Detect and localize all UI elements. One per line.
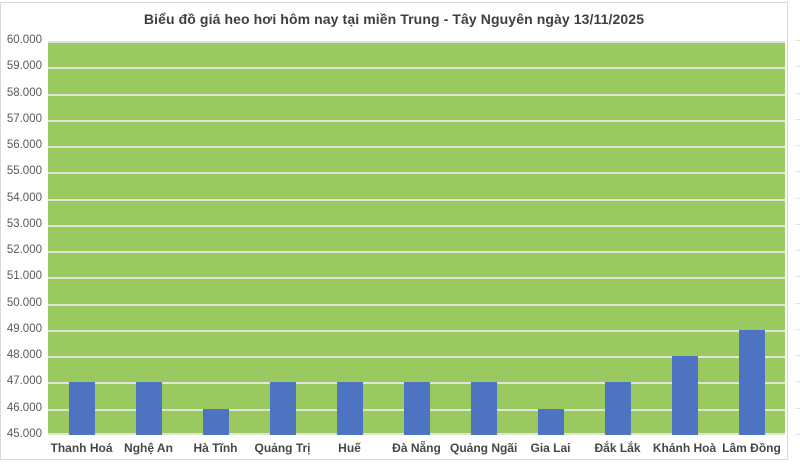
- y-axis-tick-label: 59.000: [6, 60, 42, 72]
- gridline: [48, 146, 785, 148]
- worksheet-gridline-stub: [795, 171, 800, 172]
- gridline: [48, 304, 785, 306]
- gridline: [48, 120, 785, 122]
- y-axis-tick-label: 54.000: [6, 192, 42, 204]
- bar-quang-ngai: [471, 382, 497, 435]
- y-axis-tick-label: 51.000: [6, 270, 42, 282]
- x-axis-category-label: Huế: [338, 441, 361, 455]
- worksheet-gridline-stub: [795, 40, 800, 41]
- x-axis-category-label: Thanh Hoá: [50, 441, 113, 455]
- bar--ak-lak: [605, 382, 631, 435]
- x-axis-category-label: Đà Nẵng: [392, 441, 441, 455]
- gridline: [48, 94, 785, 96]
- bar--a-nang: [404, 382, 430, 435]
- worksheet-gridline-stub: [795, 93, 800, 94]
- worksheet-gridline-stub: [795, 355, 800, 356]
- x-axis-category-label: Gia Lai: [530, 441, 571, 455]
- x-axis-category-label: Quảng Trị: [254, 441, 311, 455]
- bar-hue: [337, 382, 363, 435]
- y-axis-tick-label: 58.000: [6, 87, 42, 99]
- y-axis-tick-label: 53.000: [6, 218, 42, 230]
- bar-nghe-an: [136, 382, 162, 435]
- gridline: [48, 67, 785, 69]
- chart-title: Biểu đồ giá heo hơi hôm nay tại miền Tru…: [143, 11, 645, 27]
- gridline: [48, 41, 785, 43]
- y-axis-tick-label: 48.000: [6, 349, 42, 361]
- gridline: [48, 330, 785, 332]
- x-axis-category-label: Nghệ An: [124, 441, 173, 455]
- y-axis-tick-label: 55.000: [6, 165, 42, 177]
- chart-container: Biểu đồ giá heo hơi hôm nay tại miền Tru…: [0, 2, 788, 460]
- bar-quang-tri: [270, 382, 296, 435]
- y-axis-tick-label: 56.000: [6, 139, 42, 151]
- bar-gia-lai: [538, 409, 564, 435]
- worksheet-gridline-stub: [795, 381, 800, 382]
- worksheet-gridline-stub: [795, 408, 800, 409]
- x-axis: Thanh Hoá Nghệ An Hà Tĩnh Quảng Trị Huế Đà Nẵ…: [48, 441, 785, 459]
- worksheet-gridline-stub: [795, 119, 800, 120]
- y-axis-tick-label: 45.000: [6, 428, 42, 440]
- gridline: [48, 251, 785, 253]
- x-axis-category-label: Khánh Hoà: [652, 441, 717, 455]
- y-axis-tick-label: 46.000: [6, 402, 42, 414]
- y-axis-tick-label: 60.000: [6, 34, 42, 46]
- y-axis-tick-label: 50.000: [6, 297, 42, 309]
- gridline: [48, 277, 785, 279]
- worksheet-gridline-stub: [795, 303, 800, 304]
- plot-area: [48, 41, 785, 435]
- worksheet-gridline-stub: [795, 66, 800, 67]
- bar-lam-ong: [739, 330, 765, 435]
- y-axis-tick-label: 52.000: [6, 244, 42, 256]
- worksheet-gridline-stub: [795, 276, 800, 277]
- gridline: [48, 356, 785, 358]
- y-axis-tick-label: 47.000: [6, 375, 42, 387]
- x-axis-category-label: Quảng Ngãi: [450, 441, 518, 455]
- worksheet-gridline-stub: [795, 224, 800, 225]
- gridline: [48, 172, 785, 174]
- bar-ha-tinh: [203, 409, 229, 435]
- x-axis-category-label: Lâm Đồng: [722, 441, 781, 455]
- gridline: [48, 225, 785, 227]
- x-axis-category-label: Hà Tĩnh: [193, 441, 238, 455]
- worksheet-gridline-stub: [795, 250, 800, 251]
- bar-khanh-hoa: [672, 356, 698, 435]
- worksheet-gridline-stub: [795, 329, 800, 330]
- y-axis-tick-label: 57.000: [6, 113, 42, 125]
- worksheet-gridline-stub: [795, 198, 800, 199]
- worksheet-gridline-stub: [795, 145, 800, 146]
- bar-thanh-hoa: [69, 382, 95, 435]
- worksheet-edge-strip: [791, 0, 800, 465]
- worksheet-gridline-stub: [795, 434, 800, 435]
- y-axis-tick-label: 49.000: [6, 323, 42, 335]
- x-axis-category-label: Đắk Lắk: [594, 441, 641, 455]
- gridline: [48, 199, 785, 201]
- y-axis: 60.000 59.000 58.000 57.000 56.000 55.000 54.0…: [1, 34, 42, 440]
